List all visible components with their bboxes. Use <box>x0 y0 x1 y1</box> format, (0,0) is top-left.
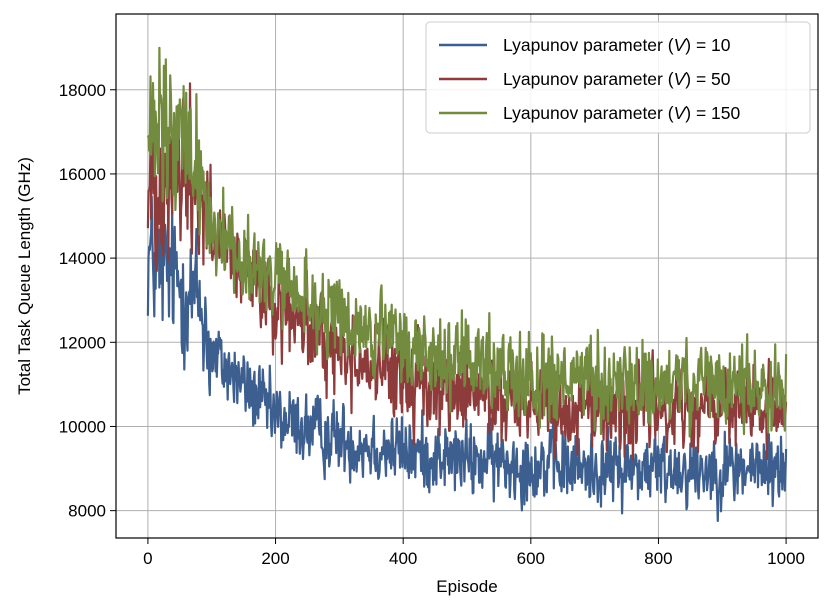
series-line-2 <box>146 46 788 438</box>
y-tick-label: 14000 <box>59 249 106 268</box>
x-tick-label: 400 <box>389 549 417 568</box>
plot-frame <box>115 13 819 539</box>
x-tick-label: 0 <box>143 549 152 568</box>
y-tick-label: 12000 <box>59 333 106 352</box>
y-tick-label: 10000 <box>59 417 106 436</box>
x-axis-label: Episode <box>436 577 497 596</box>
x-tick-label: 1000 <box>767 549 805 568</box>
series-layer <box>146 46 788 523</box>
legend-label: Lyapunov parameter (V) = 50 <box>503 69 731 89</box>
y-tick-label: 8000 <box>68 502 106 521</box>
series-line-0 <box>146 195 788 523</box>
legend-label: Lyapunov parameter (V) = 10 <box>503 35 731 55</box>
legend: Lyapunov parameter (V) = 10 Lyapunov para… <box>425 21 811 134</box>
y-axis: 8000 10000 12000 14000 16000 18000 <box>59 81 116 521</box>
legend-box <box>425 21 811 134</box>
legend-label: Lyapunov parameter (V) = 150 <box>503 103 740 123</box>
x-tick-label: 200 <box>261 549 289 568</box>
y-tick-label: 18000 <box>59 81 106 100</box>
x-axis: 0 200 400 600 800 1000 <box>143 538 805 568</box>
x-tick-label: 800 <box>644 549 672 568</box>
x-tick-label: 600 <box>517 549 545 568</box>
y-tick-label: 16000 <box>59 165 106 184</box>
y-axis-label: Total Task Queue Length (GHz) <box>15 157 34 395</box>
